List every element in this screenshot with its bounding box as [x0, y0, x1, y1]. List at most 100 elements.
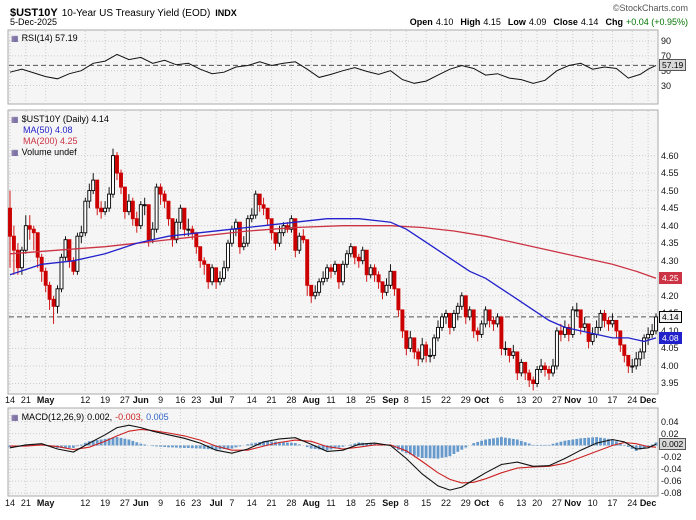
- price-axis-tick: 4.00: [661, 360, 679, 371]
- x-axis-label: 27: [119, 395, 130, 405]
- macd-legend-name: MACD(12,26,9): [21, 412, 85, 422]
- x-axis-label: Sep: [382, 395, 399, 405]
- last-close-badge: 4.14: [659, 310, 682, 323]
- x-axis-label: 20: [532, 498, 543, 508]
- x-axis-label: 28: [286, 395, 297, 405]
- price-axis-tick: 4.20: [661, 290, 679, 301]
- x-axis-label: 24: [627, 395, 638, 405]
- x-axis-label: 21: [266, 498, 277, 508]
- x-axis-label: 27: [551, 395, 562, 405]
- price-indicator-icon: ▦: [11, 115, 19, 124]
- x-axis-label: 29: [460, 395, 471, 405]
- rsi-indicator-icon: ▦: [11, 34, 19, 43]
- x-axis-label: 10: [587, 498, 598, 508]
- x-axis-label: Dec: [639, 395, 657, 405]
- x-axis-label: 19: [100, 498, 111, 508]
- price-axis-tick: 4.35: [661, 238, 679, 249]
- x-axis-label: 9: [158, 395, 164, 405]
- chart-date: 5-Dec-2025: [10, 17, 58, 27]
- x-axis-label: 21: [20, 395, 31, 405]
- x-axis-label: 12: [80, 395, 91, 405]
- x-axis-label: Oct: [474, 395, 490, 405]
- macd-axis-tick: 0.02: [661, 428, 679, 439]
- volume-indicator-icon: ▦: [11, 148, 19, 157]
- x-axis-label: 16: [175, 395, 186, 405]
- x-axis-label: 17: [607, 395, 618, 405]
- x-axis-label: Jul: [209, 498, 223, 508]
- chart-header: $UST10Y 10-Year US Treasury Yield (EOD) IN…: [10, 3, 237, 21]
- exchange-label: INDX: [215, 8, 237, 18]
- x-axis-label: 24: [627, 498, 638, 508]
- x-axis-label: May: [36, 395, 55, 405]
- rsi-axis-tick: 70: [661, 50, 672, 61]
- macd-line-value: 0.002,: [87, 412, 113, 422]
- x-axis-label: 14: [246, 395, 257, 405]
- x-axis-label: Sep: [382, 498, 399, 508]
- ma50-value-badge: 4.08: [659, 331, 682, 344]
- x-axis-label: Jun: [132, 498, 149, 508]
- macd-value-badge: 0.002: [659, 438, 687, 451]
- x-axis-label: Jun: [132, 395, 149, 405]
- x-axis-label: 11: [326, 498, 336, 508]
- macd-indicator-icon: ▦: [11, 413, 19, 422]
- x-axis-label: 15: [421, 498, 432, 508]
- x-axis-label: 7: [229, 395, 235, 405]
- x-axis-label: May: [36, 498, 55, 508]
- price-axis-tick: 4.45: [661, 203, 679, 214]
- x-axis-label: 14: [4, 498, 15, 508]
- x-axis-label: 12: [80, 498, 91, 508]
- x-axis-label: 10: [587, 395, 598, 405]
- x-axis-label: 8: [403, 395, 409, 405]
- symbol: $UST10Y: [10, 7, 58, 19]
- x-axis-label: 29: [460, 498, 471, 508]
- x-axis-label: Aug: [302, 395, 320, 405]
- x-axis-label: 13: [516, 395, 527, 405]
- x-axis-label: 18: [345, 498, 356, 508]
- price-axis-tick: 4.30: [661, 255, 679, 266]
- quote-value: +0.04 (+0.95%): [625, 17, 688, 27]
- x-axis-label: 13: [516, 498, 527, 508]
- x-axis-label: 18: [345, 395, 356, 405]
- quote-value: 4.09: [528, 17, 547, 27]
- macd-axis-tick: 0.04: [661, 416, 679, 427]
- quote-value: 4.15: [483, 17, 501, 27]
- quote-value: 4.10: [435, 17, 454, 27]
- price-axis-tick: 4.05: [661, 343, 679, 354]
- x-axis-label: Jul: [209, 395, 223, 405]
- x-axis-label: 11: [326, 395, 336, 405]
- x-axis-label: 7: [229, 498, 235, 508]
- price-axis-tick: 3.95: [661, 378, 679, 389]
- x-axis-label: Nov: [564, 395, 582, 405]
- rsi-legend-text: RSI(14) 57.19: [21, 33, 78, 43]
- x-axis-label: 14: [4, 395, 15, 405]
- quote-row: Open 4.10 High 4.15 Low 4.09 Close 4.14 Chg +0.04…: [403, 17, 688, 27]
- main-legend: ▦ $UST10Y (Daily) 4.14 MA(50) 4.08 MA(200…: [11, 114, 109, 158]
- x-axis-label: 16: [175, 498, 186, 508]
- x-axis-label: 21: [266, 395, 277, 405]
- price-axis-tick: 4.55: [661, 168, 679, 179]
- rsi-legend: ▦ RSI(14) 57.19: [11, 33, 78, 43]
- quote-label: Low: [507, 17, 526, 27]
- copyright: ©StockCharts.com: [612, 3, 688, 13]
- x-axis-label: Nov: [564, 498, 582, 508]
- x-axis-label: 14: [246, 498, 257, 508]
- ma200-legend-text: MA(200) 4.25: [23, 136, 78, 146]
- x-axis-label: 6: [498, 395, 504, 405]
- macd-axis-tick: -0.08: [661, 488, 682, 499]
- macd-legend: ▦ MACD(12,26,9) 0.002, -0.003, 0.005: [11, 412, 169, 422]
- macd-signal-value: -0.003,: [115, 412, 144, 422]
- price-axis-tick: 4.40: [661, 220, 679, 231]
- macd-hist-value: 0.005: [146, 412, 169, 422]
- x-axis-label: 25: [365, 498, 376, 508]
- ma200-value-badge: 4.25: [659, 272, 682, 285]
- x-axis-label: Aug: [302, 498, 320, 508]
- x-axis-label: 23: [191, 498, 202, 508]
- x-axis-label: 17: [607, 498, 618, 508]
- x-axis-label: 19: [100, 395, 111, 405]
- ma50-legend-text: MA(50) 4.08: [23, 125, 73, 135]
- x-axis-label: 15: [421, 395, 432, 405]
- quote-label: High: [460, 17, 481, 27]
- symbol-legend-text: $UST10Y (Daily) 4.14: [21, 114, 109, 124]
- x-axis-label: 21: [20, 498, 31, 508]
